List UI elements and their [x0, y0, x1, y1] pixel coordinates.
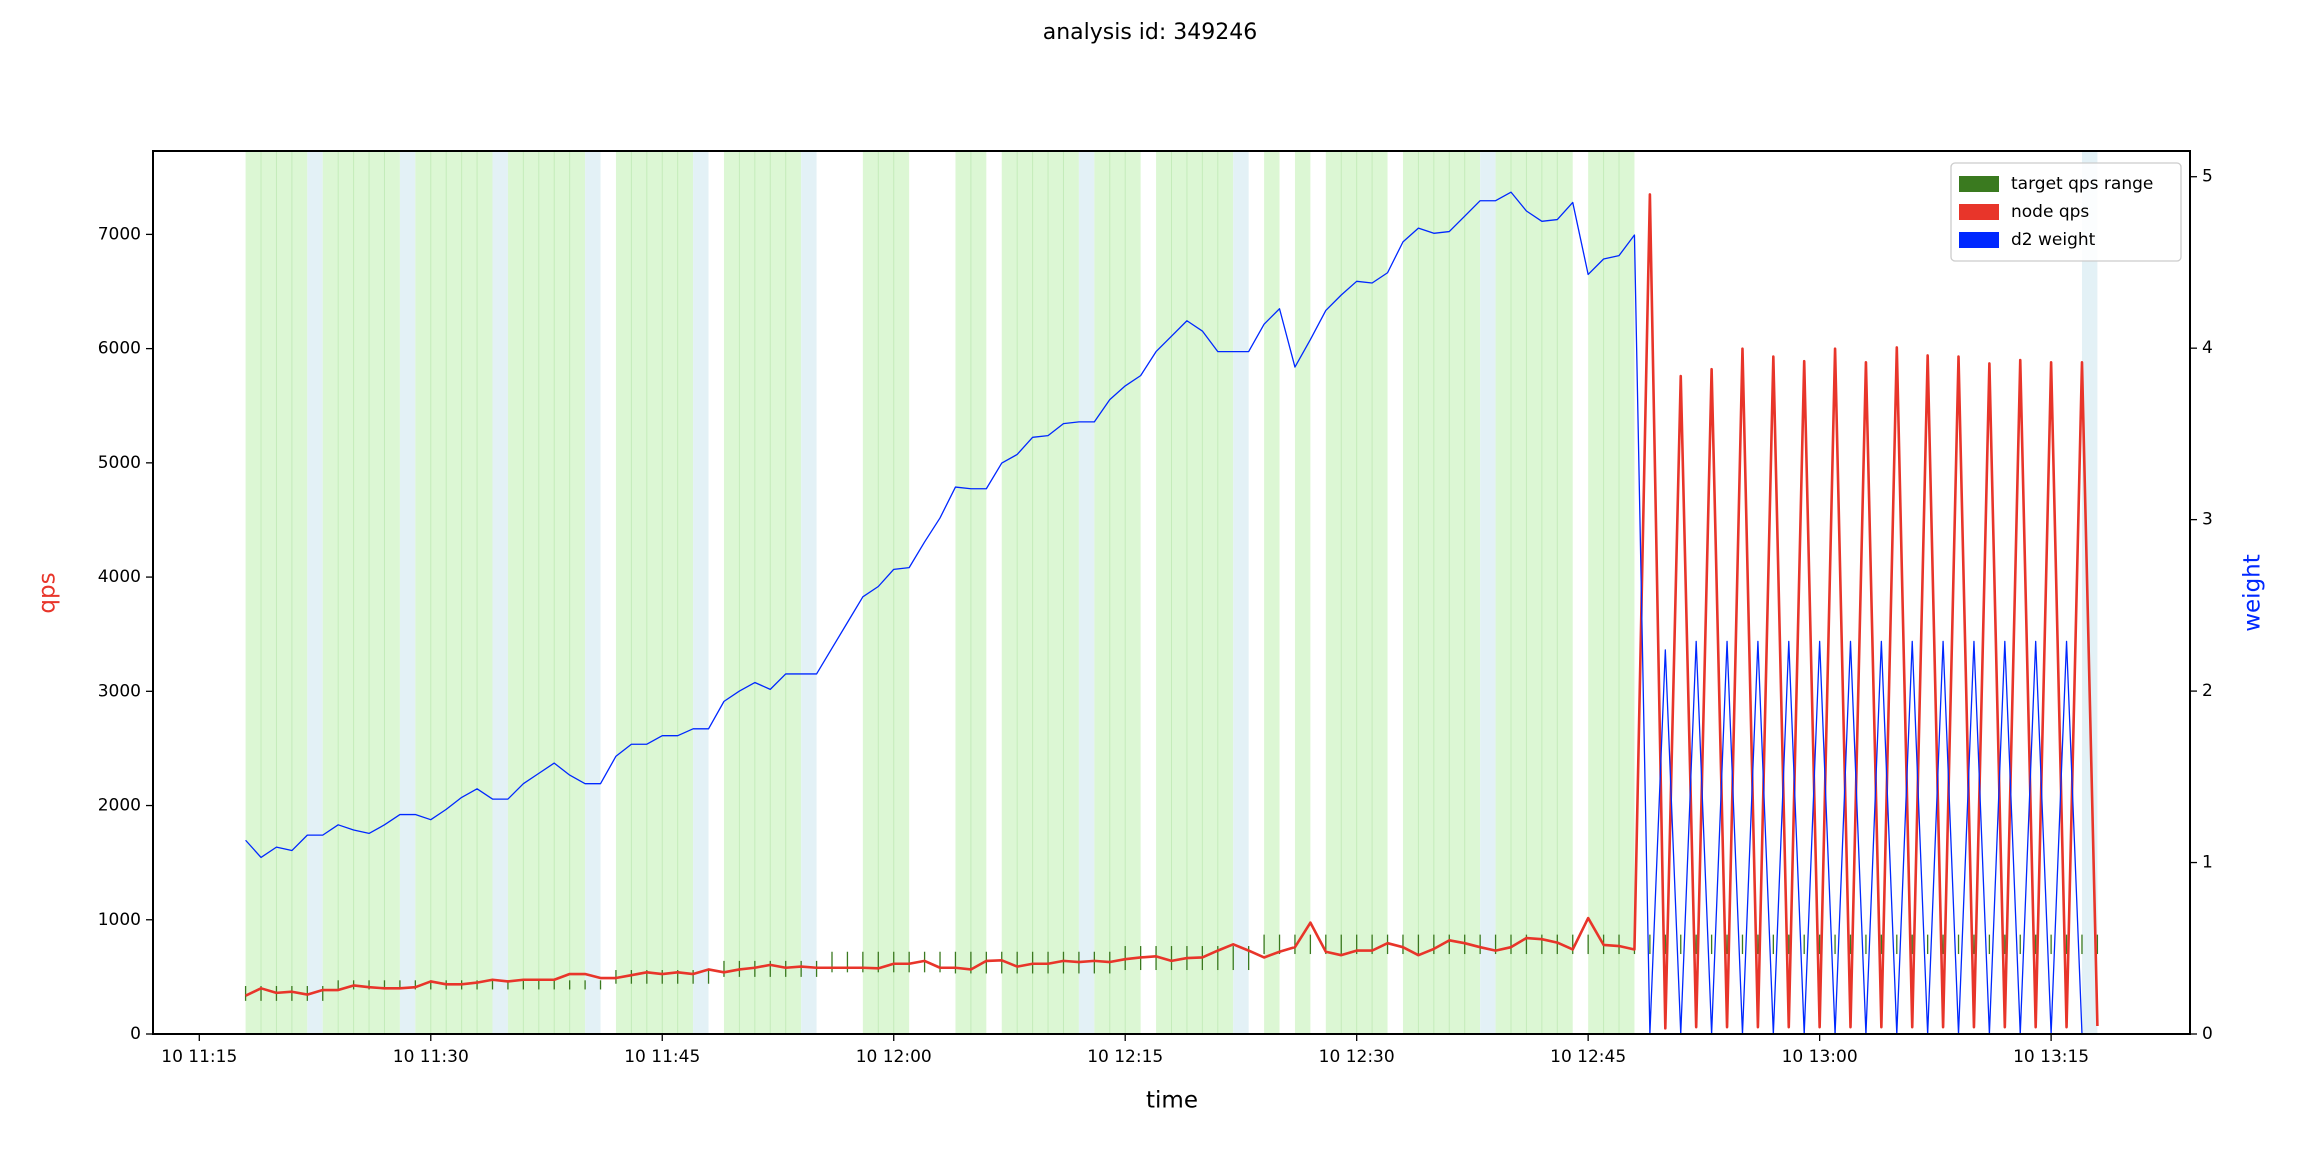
y2-tick-label: 1	[2202, 853, 2213, 873]
y2-tick-label: 0	[2202, 1024, 2213, 1044]
series-line	[245, 193, 2099, 1030]
state-band	[1495, 151, 1573, 1034]
state-band	[1480, 151, 1496, 1034]
legend: target qps range node qps d2 weight	[1950, 162, 2182, 262]
y-tick-label: 6000	[98, 339, 141, 359]
state-band	[1402, 151, 1481, 1034]
x-tick-label: 10 13:15	[2013, 1047, 2089, 1067]
state-band	[322, 151, 400, 1034]
bands	[245, 151, 2098, 1034]
state-band	[1078, 151, 1095, 1034]
state-band	[507, 151, 586, 1034]
legend-label: target qps range	[2011, 174, 2153, 194]
plot-frame	[152, 150, 2191, 1035]
state-band	[615, 151, 694, 1034]
x-tick-label: 10 12:00	[856, 1047, 932, 1067]
x-tick-label: 10 12:30	[1319, 1047, 1395, 1067]
state-band	[307, 151, 323, 1034]
state-band	[862, 151, 910, 1034]
state-band	[1001, 151, 1079, 1034]
y-tick-label: 1000	[98, 910, 141, 930]
plot	[244, 191, 2099, 1035]
y-tick-label: 5000	[98, 453, 141, 473]
y2-tick-label: 2	[2202, 681, 2213, 701]
chart-title: analysis id: 349246	[1043, 20, 1258, 45]
y-tick-label: 4000	[98, 567, 141, 587]
state-band	[1588, 151, 1635, 1034]
legend-label: d2 weight	[2011, 230, 2096, 250]
x-tick-label: 10 12:45	[1550, 1047, 1626, 1067]
x-tick-label: 10 11:30	[393, 1047, 469, 1067]
y-tick-label: 2000	[98, 796, 141, 816]
y2-axis-label: weight	[2240, 554, 2266, 632]
y2-tick-label: 3	[2202, 510, 2213, 530]
state-band	[399, 151, 416, 1034]
state-band	[1094, 151, 1141, 1034]
legend-box	[1950, 162, 2182, 262]
axes: 10 11:15 10 11:30 10 11:45 10 12:00 10 12:15…	[98, 167, 2213, 1067]
y-tick-label: 3000	[98, 681, 141, 701]
legend-swatch	[1959, 232, 1999, 248]
x-tick-label: 10 11:45	[624, 1047, 700, 1067]
y2-tick-label: 4	[2202, 338, 2213, 358]
y2-tick-label: 5	[2202, 167, 2213, 187]
x-tick-label: 10 11:15	[161, 1047, 237, 1067]
x-tick-label: 10 12:15	[1087, 1047, 1163, 1067]
legend-swatch	[1959, 176, 1999, 192]
state-band	[693, 151, 709, 1034]
state-band	[1233, 151, 1249, 1034]
state-band	[801, 151, 817, 1034]
state-band	[1264, 151, 1280, 1034]
state-band	[585, 151, 601, 1034]
x-tick-label: 10 13:00	[1782, 1047, 1858, 1067]
y-axis-label: qps	[35, 572, 61, 613]
state-band	[1294, 151, 1311, 1034]
state-band	[1156, 151, 1234, 1034]
x-axis-label: time	[1146, 1088, 1198, 1114]
state-band	[492, 151, 508, 1034]
legend-swatch	[1959, 204, 1999, 220]
state-band	[415, 151, 493, 1034]
y-tick-label: 7000	[98, 224, 141, 244]
legend-label: node qps	[2011, 202, 2089, 222]
y-tick-label: 0	[130, 1024, 141, 1044]
series-line	[245, 191, 2083, 1035]
state-band	[723, 151, 802, 1034]
